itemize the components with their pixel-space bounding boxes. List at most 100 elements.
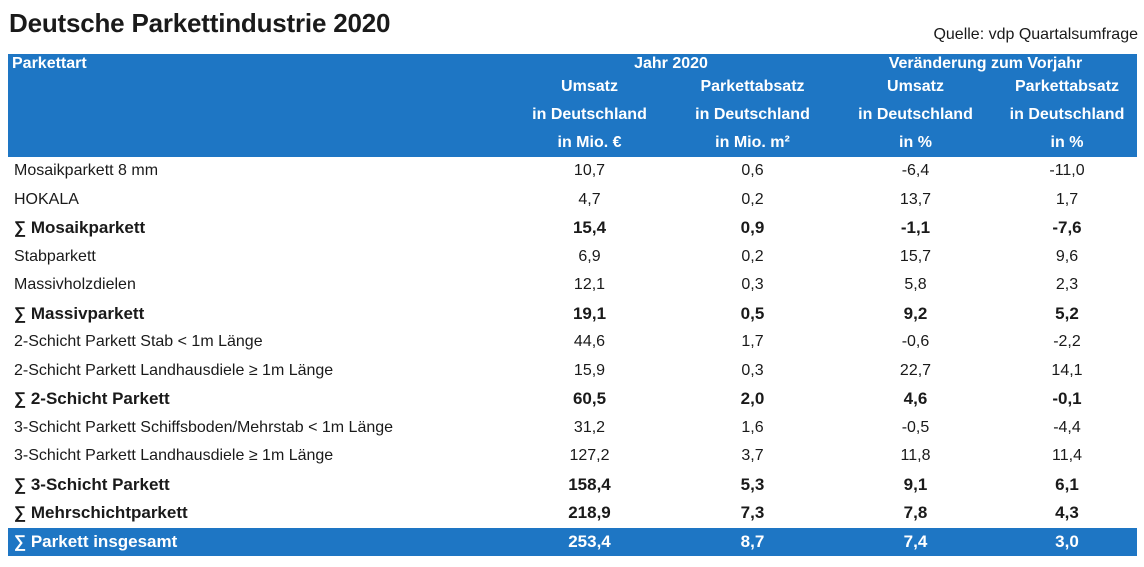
row-value: -0,5 xyxy=(901,418,930,436)
row-label: 3-Schicht Parkett Schiffsboden/Mehrstab … xyxy=(14,418,394,436)
row-value: 7,4 xyxy=(903,531,928,551)
row-value: 218,9 xyxy=(568,503,611,523)
header-cell: in Mio. € xyxy=(557,134,622,151)
header-group-year: Jahr 2020 xyxy=(634,54,708,72)
row-label: 2-Schicht Parkett Stab < 1m Länge xyxy=(14,333,263,351)
table-row: ∑ Mosaikparkett 15,4 0,9 -1,1 -7,6 xyxy=(8,214,1137,243)
row-value: 14,1 xyxy=(1051,361,1083,379)
row-value: -6,4 xyxy=(901,162,930,180)
row-value: 22,7 xyxy=(899,361,932,379)
table-row: ∑ Massivparkett 19,1 0,5 9,2 5,2 xyxy=(8,300,1137,329)
table-body: Mosaikparkett 8 mm 10,7 0,6 -6,4 -11,0 HOKALA… xyxy=(8,157,1137,556)
row-value: -4,4 xyxy=(1053,418,1081,436)
row-value: 60,5 xyxy=(572,389,607,409)
row-value: 0,9 xyxy=(740,218,765,238)
header-cell: in Mio. m² xyxy=(715,134,790,151)
row-value: 9,1 xyxy=(903,474,928,494)
row-value: 253,4 xyxy=(568,531,611,551)
table-row: 3-Schicht Parkett Schiffsboden/Mehrstab … xyxy=(8,414,1137,443)
row-label: Stabparkett xyxy=(14,247,96,265)
row-value: 4,3 xyxy=(1055,503,1079,523)
row-value: 19,1 xyxy=(572,303,607,323)
row-value: 0,5 xyxy=(740,303,765,323)
row-value: 1,6 xyxy=(741,418,764,436)
row-value: 7,8 xyxy=(903,503,928,523)
row-label: ∑ Mosaikparkett xyxy=(14,218,146,238)
row-value: -0,1 xyxy=(1052,389,1082,409)
row-value: 1,7 xyxy=(1055,190,1079,208)
total-row: ∑ Parkett insgesamt 253,4 8,7 7,4 3,0 xyxy=(8,527,1137,556)
row-value: 8,7 xyxy=(740,531,765,551)
header-group-change: Veränderung zum Vorjahr xyxy=(888,54,1083,72)
header-cell: in Deutschland xyxy=(1009,106,1125,123)
row-value: 5,2 xyxy=(1055,303,1079,323)
table-row: ∑ Mehrschichtparkett 218,9 7,3 7,8 4,3 xyxy=(8,499,1137,528)
row-value: 9,2 xyxy=(903,303,928,323)
header-cell: in % xyxy=(899,134,932,151)
table-row: 2-Schicht Parkett Landhausdiele ≥ 1m Län… xyxy=(8,357,1137,386)
row-label: ∑ 2-Schicht Parkett xyxy=(14,389,170,409)
row-value: 2,3 xyxy=(1055,276,1079,294)
header-cell: Umsatz xyxy=(561,78,618,95)
row-value: 1,7 xyxy=(741,333,764,351)
header-cell: Umsatz xyxy=(887,78,944,95)
row-value: 9,6 xyxy=(1055,247,1079,265)
row-label: ∑ Parkett insgesamt xyxy=(14,531,178,551)
row-value: 3,7 xyxy=(741,447,764,465)
header-row-unit: in Mio. € in Mio. m² in % in % xyxy=(8,129,1137,157)
parquet-table: Parkettart Jahr 2020 Veränderung zum Vor… xyxy=(8,54,1137,556)
row-label: Massivholzdielen xyxy=(14,276,136,294)
table-row: Mosaikparkett 8 mm 10,7 0,6 -6,4 -11,0 xyxy=(8,157,1137,186)
row-value: -11,0 xyxy=(1049,162,1085,180)
row-value: 158,4 xyxy=(568,474,611,494)
row-value: 6,9 xyxy=(578,247,601,265)
header-cell: in Deutschland xyxy=(695,106,810,123)
row-value: 3,0 xyxy=(1055,531,1079,551)
row-label: 3-Schicht Parkett Landhausdiele ≥ 1m Län… xyxy=(14,447,334,465)
table-row: ∑ 3-Schicht Parkett 158,4 5,3 9,1 6,1 xyxy=(8,471,1137,500)
header-row-region: in Deutschland in Deutschland in Deutsch… xyxy=(8,101,1137,129)
row-value: 0,6 xyxy=(741,162,764,180)
header-row-measure: Umsatz Parkettabsatz Umsatz Parkettabsat… xyxy=(8,73,1137,101)
row-value: 6,1 xyxy=(1055,474,1079,494)
row-value: 7,3 xyxy=(740,503,765,523)
row-value: 4,7 xyxy=(578,190,601,208)
row-value: -7,6 xyxy=(1052,218,1082,238)
header-col-type: Parkettart xyxy=(12,54,87,72)
row-value: -1,1 xyxy=(900,218,931,238)
row-value: 44,6 xyxy=(573,333,606,351)
row-value: 12,1 xyxy=(573,276,606,294)
header-cell: Parkettabsatz xyxy=(700,78,805,95)
row-label: 2-Schicht Parkett Landhausdiele ≥ 1m Län… xyxy=(14,361,334,379)
row-value: 31,2 xyxy=(573,418,606,436)
row-value: -2,2 xyxy=(1053,333,1081,351)
table-row: Massivholzdielen 12,1 0,3 5,8 2,3 xyxy=(8,271,1137,300)
table-header: Parkettart Jahr 2020 Veränderung zum Vor… xyxy=(8,54,1137,157)
page-title: Deutsche Parkettindustrie 2020 xyxy=(9,8,391,38)
row-value: 127,2 xyxy=(569,447,610,465)
table-row: Stabparkett 6,9 0,2 15,7 9,6 xyxy=(8,243,1137,272)
row-value: 11,8 xyxy=(900,447,931,465)
row-value: 2,0 xyxy=(740,389,765,409)
row-label: ∑ Massivparkett xyxy=(14,303,145,323)
source-note: Quelle: vdp Quartalsumfrage xyxy=(933,26,1138,43)
header-cell: in Deutschland xyxy=(858,106,973,123)
row-value: 13,7 xyxy=(899,190,932,208)
row-value: 15,9 xyxy=(573,361,606,379)
row-value: 11,4 xyxy=(1052,447,1082,465)
row-value: 10,7 xyxy=(573,162,606,180)
row-value: 0,2 xyxy=(741,190,764,208)
row-value: 0,3 xyxy=(741,361,764,379)
row-value: 0,2 xyxy=(741,247,764,265)
header-cell: in Deutschland xyxy=(532,106,647,123)
row-value: -0,6 xyxy=(901,333,930,351)
table-row: 3-Schicht Parkett Landhausdiele ≥ 1m Län… xyxy=(8,442,1137,471)
header-row-groups: Parkettart Jahr 2020 Veränderung zum Vor… xyxy=(8,54,1137,73)
row-value: 15,7 xyxy=(899,247,932,265)
row-value: 4,6 xyxy=(903,389,928,409)
row-label: HOKALA xyxy=(14,190,79,208)
header-cell: Parkettabsatz xyxy=(1014,78,1120,95)
row-value: 5,3 xyxy=(740,474,765,494)
table-row: HOKALA 4,7 0,2 13,7 1,7 xyxy=(8,186,1137,215)
row-label: ∑ 3-Schicht Parkett xyxy=(14,474,170,494)
